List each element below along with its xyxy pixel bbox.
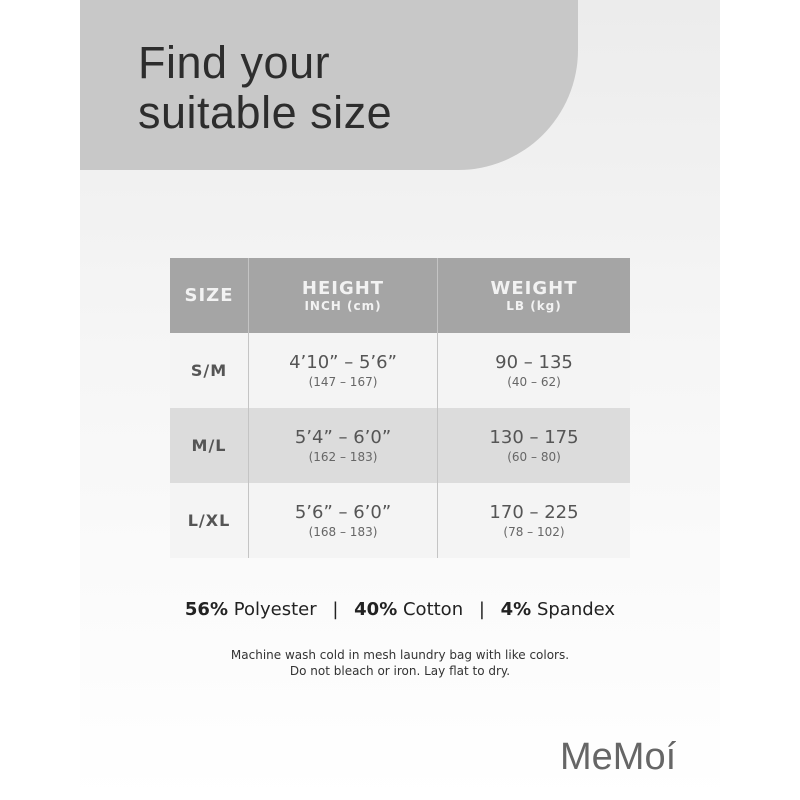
height-in: 4’10” – 5’6” bbox=[289, 352, 397, 373]
fabric-composition: 56% Polyester | 40% Cotton | 4% Spandex bbox=[0, 599, 800, 620]
weight-cell: 170 – 225 (78 – 102) bbox=[437, 483, 630, 558]
table-row: M/L 5’4” – 6’0” (162 – 183) 130 – 175 (60 … bbox=[170, 408, 630, 483]
weight-lb: 130 – 175 bbox=[489, 427, 579, 448]
fabric-pct: 40% bbox=[354, 599, 398, 620]
header-weight: WEIGHT LB (kg) bbox=[437, 258, 630, 333]
size-chart-table: SIZE HEIGHT INCH (cm) WEIGHT LB (kg) S/M 4… bbox=[170, 258, 630, 558]
fabric-name: Polyester bbox=[233, 599, 317, 620]
care-instructions: Machine wash cold in mesh laundry bag wi… bbox=[0, 647, 800, 679]
size-cell: S/M bbox=[170, 333, 249, 408]
brand-logo: MeMoí bbox=[560, 736, 677, 778]
fabric-name: Cotton bbox=[402, 599, 464, 620]
header-label: HEIGHT bbox=[301, 278, 385, 299]
height-cell: 5’4” – 6’0” (162 – 183) bbox=[248, 408, 438, 483]
height-cell: 5’6” – 6’0” (168 – 183) bbox=[248, 483, 438, 558]
page-title: Find your suitable size bbox=[138, 38, 392, 138]
weight-lb: 170 – 225 bbox=[489, 502, 579, 523]
title-line: Find your bbox=[138, 37, 331, 88]
height-cm: (162 – 183) bbox=[308, 450, 378, 464]
table-row: S/M 4’10” – 5’6” (147 – 167) 90 – 135 (40 … bbox=[170, 333, 630, 408]
fabric-pct: 56% bbox=[184, 599, 228, 620]
care-line: Do not bleach or iron. Lay flat to dry. bbox=[289, 664, 511, 678]
height-cm: (147 – 167) bbox=[308, 375, 378, 389]
header-height: HEIGHT INCH (cm) bbox=[248, 258, 438, 333]
fabric-name: Spandex bbox=[536, 599, 616, 620]
header-label: WEIGHT bbox=[490, 278, 578, 299]
size-cell: L/XL bbox=[170, 483, 249, 558]
weight-kg: (78 – 102) bbox=[503, 525, 565, 539]
height-in: 5’6” – 6’0” bbox=[294, 502, 392, 523]
separator: | bbox=[332, 599, 339, 620]
weight-cell: 130 – 175 (60 – 80) bbox=[437, 408, 630, 483]
header-unit: INCH (cm) bbox=[304, 299, 382, 313]
height-cm: (168 – 183) bbox=[308, 525, 378, 539]
weight-lb: 90 – 135 bbox=[495, 352, 573, 373]
table-header-row: SIZE HEIGHT INCH (cm) WEIGHT LB (kg) bbox=[170, 258, 630, 333]
care-line: Machine wash cold in mesh laundry bag wi… bbox=[230, 648, 570, 662]
weight-kg: (40 – 62) bbox=[507, 375, 561, 389]
header-unit: LB (kg) bbox=[506, 299, 562, 313]
header-label: SIZE bbox=[184, 285, 234, 306]
header-size: SIZE bbox=[170, 258, 249, 333]
table-row: L/XL 5’6” – 6’0” (168 – 183) 170 – 225 (78… bbox=[170, 483, 630, 558]
title-line: suitable size bbox=[138, 87, 393, 138]
height-in: 5’4” – 6’0” bbox=[294, 427, 392, 448]
weight-kg: (60 – 80) bbox=[507, 450, 561, 464]
fabric-pct: 4% bbox=[500, 599, 532, 620]
size-cell: M/L bbox=[170, 408, 249, 483]
weight-cell: 90 – 135 (40 – 62) bbox=[437, 333, 630, 408]
separator: | bbox=[478, 599, 485, 620]
height-cell: 4’10” – 5’6” (147 – 167) bbox=[248, 333, 438, 408]
header-shape bbox=[80, 0, 578, 170]
